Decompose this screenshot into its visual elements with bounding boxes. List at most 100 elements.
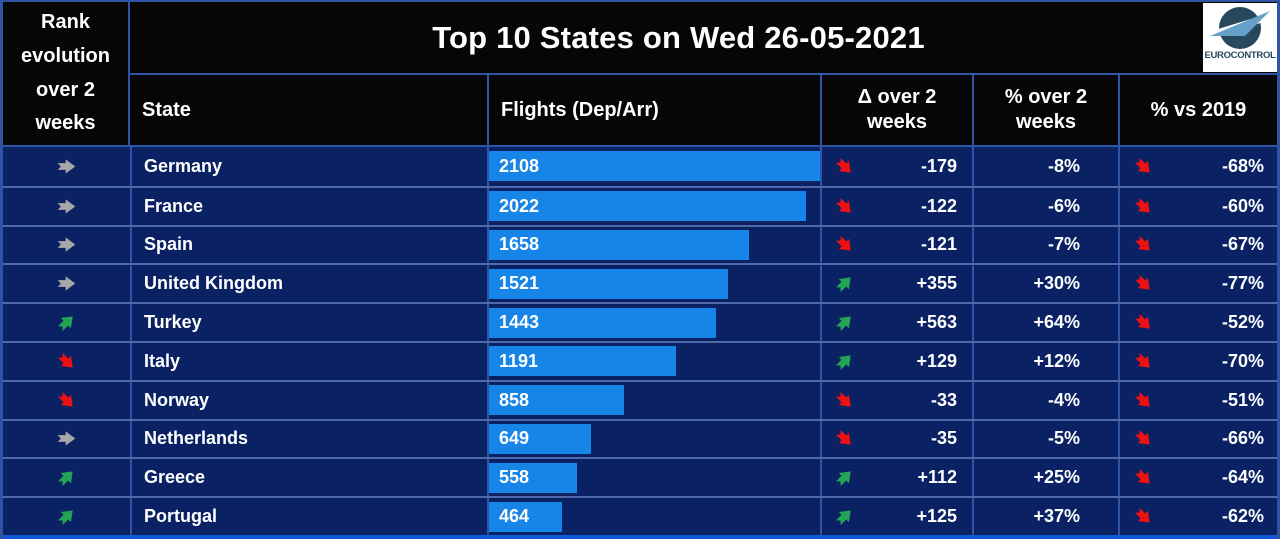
delta-trend-icon [830,424,860,454]
rank-evolution-cell [3,343,130,380]
pct-vs-2019-value: -77% [1221,273,1264,294]
pct-2-weeks-cell: -5% [972,420,1118,458]
table-row: Netherlands 649 -35 -5% -66% [3,418,1277,458]
column-header-delta-2-weeks: Δ over 2 weeks [820,75,972,145]
pct-vs-2019-cell: -62% [1118,498,1277,535]
delta-2-weeks-cell: +125 [820,498,972,535]
pct-2-weeks-value: +12% [1033,350,1080,371]
flights-value: 858 [499,389,530,410]
pct-2-weeks-cell: +30% [972,265,1118,303]
pct-vs-2019-cell: -68% [1118,147,1277,186]
pct-vs-2019-cell: -52% [1118,304,1277,341]
rank-evolution-cell [3,227,130,264]
pct-2-weeks-value: -4% [1047,389,1080,410]
flights-value: 1521 [499,273,540,294]
rank-evolution-cell [3,459,130,496]
rank-evolution-cell [3,304,130,341]
delta-2-weeks-cell: +355 [820,265,972,303]
table-row: Norway 858 -33 -4% -51% [3,379,1277,419]
delta-value: +125 [916,506,957,527]
flights-value: 649 [499,428,530,449]
flights-bar: 649 [489,423,591,454]
flights-value: 2022 [499,195,540,216]
pct-vs-2019-cell: -60% [1118,187,1277,225]
flights-cell: 1658 [487,226,820,264]
pct-2019-trend-icon [1129,347,1159,377]
state-name: France [130,187,487,225]
flights-cell: 558 [487,459,820,497]
pct-vs-2019-value: -62% [1221,506,1264,527]
delta-value: -121 [920,234,957,255]
pct-2019-trend-icon [1129,424,1159,454]
pct-vs-2019-cell: -64% [1118,459,1277,497]
pct-2-weeks-value: -8% [1047,155,1080,176]
column-header-flights: Flights (Dep/Arr) [487,75,820,145]
flights-bar: 1521 [489,268,728,299]
flights-bar: 2022 [489,191,807,222]
flights-cell: 1521 [487,265,820,303]
flights-value: 1658 [499,234,540,255]
pct-2-weeks-value: +37% [1033,506,1080,527]
pct-2-weeks-cell: +37% [972,498,1118,535]
table-body: Germany 2108 -179 -8% -68% France 2022 [3,145,1277,535]
eurocontrol-logo-text: EUROCONTROL [1204,50,1276,61]
flights-value: 1443 [499,312,540,333]
delta-value: +129 [916,350,957,371]
delta-trend-icon [830,347,860,377]
column-header-pct-2-weeks: % over 2 weeks [972,75,1118,145]
flights-bar: 558 [489,462,577,493]
rank-trend-icon [56,428,77,449]
delta-trend-icon [830,502,860,532]
pct-vs-2019-value: -70% [1221,350,1264,371]
flights-bar: 2108 [489,151,820,182]
delta-value: -33 [930,389,957,410]
pct-2019-trend-icon [1129,502,1159,532]
rank-trend-icon [52,347,82,377]
pct-2-weeks-cell: +64% [972,304,1118,341]
table-row: Turkey 1443 +563 +64% -52% [3,302,1277,341]
rank-evolution-cell [3,188,130,225]
delta-trend-icon [830,269,860,299]
delta-value: -35 [930,428,957,449]
flights-cell: 2108 [487,147,820,186]
pct-2-weeks-value: +25% [1033,467,1080,488]
delta-2-weeks-cell: -122 [820,187,972,225]
pct-vs-2019-value: -52% [1221,312,1264,333]
page-title: Top 10 States on Wed 26-05-2021 [432,19,925,55]
state-name: Turkey [130,304,487,341]
pct-2-weeks-value: +30% [1033,273,1080,294]
rank-trend-icon [56,234,77,255]
pct-2019-trend-icon [1129,385,1159,415]
column-header-state: State [142,98,191,121]
delta-2-weeks-cell: -179 [820,147,972,186]
rank-trend-icon [52,463,82,493]
flights-bar: 1191 [489,346,676,377]
rank-evolution-cell [3,147,130,186]
table-header: Rank evolution over 2 weeks Top 10 State… [3,2,1277,145]
pct-vs-2019-cell: -77% [1118,265,1277,303]
pct-2-weeks-value: +64% [1033,312,1080,333]
state-name: Greece [130,459,487,497]
pct-2-weeks-value: -7% [1047,234,1080,255]
pct-2-weeks-cell: -6% [972,187,1118,225]
state-name: Portugal [130,498,487,535]
flights-cell: 858 [487,381,820,419]
delta-2-weeks-cell: -121 [820,226,972,264]
delta-trend-icon [830,152,860,182]
table-row: Italy 1191 +129 +12% -70% [3,340,1277,380]
delta-trend-icon [830,308,860,338]
table-row: Portugal 464 +125 +37% -62% [3,496,1277,535]
pct-vs-2019-cell: -70% [1118,342,1277,380]
delta-trend-icon [830,385,860,415]
pct-vs-2019-cell: -51% [1118,381,1277,419]
delta-trend-icon [830,230,860,260]
pct-vs-2019-value: -66% [1221,428,1264,449]
delta-value: -122 [920,195,957,216]
flights-bar: 464 [489,501,562,532]
pct-vs-2019-value: -67% [1221,234,1264,255]
state-name: Norway [130,381,487,419]
delta-2-weeks-cell: +129 [820,342,972,380]
bottom-border-blue [3,534,1277,539]
pct-vs-2019-value: -60% [1221,195,1264,216]
pct-2-weeks-cell: +12% [972,342,1118,380]
